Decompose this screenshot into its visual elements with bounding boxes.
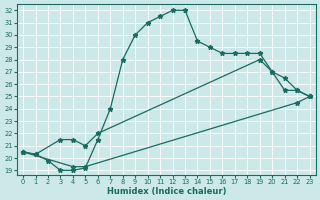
- X-axis label: Humidex (Indice chaleur): Humidex (Indice chaleur): [107, 187, 226, 196]
